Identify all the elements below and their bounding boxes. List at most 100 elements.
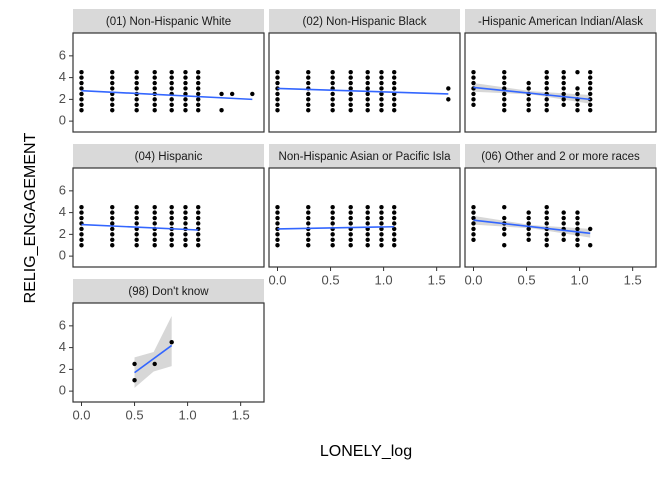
point <box>348 80 353 86</box>
point <box>392 237 397 243</box>
point <box>575 226 580 232</box>
point <box>526 80 531 86</box>
point <box>365 221 370 226</box>
point <box>348 232 353 237</box>
point <box>471 102 476 108</box>
point <box>183 86 188 91</box>
point <box>306 210 311 215</box>
point <box>152 361 157 367</box>
point <box>502 204 507 210</box>
point <box>183 80 188 86</box>
point <box>392 102 397 108</box>
point <box>183 108 188 113</box>
point <box>365 215 370 221</box>
point <box>275 204 280 210</box>
point <box>471 80 476 86</box>
panel-marks <box>471 204 593 248</box>
point <box>379 80 384 86</box>
point <box>134 102 139 108</box>
point <box>196 243 201 248</box>
point <box>306 204 311 210</box>
point <box>575 86 580 91</box>
y-tick-label: 4 <box>59 339 66 354</box>
panel-marks <box>275 204 397 248</box>
point <box>392 108 397 113</box>
panel-marks <box>275 69 451 113</box>
point <box>330 80 335 86</box>
point <box>365 75 370 80</box>
strip <box>465 144 656 168</box>
point <box>365 204 370 210</box>
point <box>79 243 84 248</box>
point <box>379 232 384 237</box>
point <box>392 210 397 215</box>
point <box>134 243 139 248</box>
panel <box>72 32 265 133</box>
y-axis-title: RELIG_ENGAGEMENT <box>22 132 39 303</box>
point <box>561 69 566 75</box>
x-tick-label: 1.0 <box>179 407 197 422</box>
point <box>183 210 188 215</box>
strip-label: (06) Other and 2 or more races <box>481 151 640 163</box>
y-tick-label: 6 <box>59 182 66 197</box>
point <box>526 232 531 237</box>
point <box>575 221 580 226</box>
point <box>110 75 115 80</box>
point <box>152 204 157 210</box>
point <box>306 97 311 102</box>
point <box>365 86 370 91</box>
panel <box>464 32 657 133</box>
point <box>134 108 139 113</box>
point <box>275 80 280 86</box>
point <box>183 102 188 108</box>
confidence-band <box>134 316 172 388</box>
point <box>544 69 549 75</box>
point <box>330 91 335 97</box>
point <box>250 91 255 97</box>
point <box>588 80 593 86</box>
point <box>544 232 549 237</box>
point <box>544 204 549 210</box>
fit-line <box>81 223 199 231</box>
point <box>152 210 157 215</box>
y-tick-label: 4 <box>59 69 66 84</box>
point <box>196 80 201 86</box>
point <box>196 210 201 215</box>
point <box>306 215 311 221</box>
point <box>544 237 549 243</box>
point <box>471 91 476 97</box>
point <box>544 221 549 226</box>
point <box>588 226 593 232</box>
point <box>575 243 580 248</box>
point <box>134 69 139 75</box>
point <box>348 108 353 113</box>
point <box>446 86 451 91</box>
point <box>379 75 384 80</box>
point <box>544 97 549 102</box>
point <box>183 97 188 102</box>
point <box>134 221 139 226</box>
point <box>348 204 353 210</box>
point <box>306 221 311 226</box>
point <box>169 232 174 237</box>
point <box>132 378 137 383</box>
point <box>561 75 566 80</box>
point <box>575 69 580 75</box>
point <box>79 204 84 210</box>
x-tick-label: 0.0 <box>268 272 286 287</box>
point <box>471 75 476 80</box>
point <box>588 91 593 97</box>
point <box>330 221 335 226</box>
point <box>306 102 311 108</box>
x-tick-label: 1.5 <box>232 407 250 422</box>
point <box>544 210 549 215</box>
x-tick-label: 1.5 <box>428 272 446 287</box>
point <box>526 215 531 221</box>
point <box>471 237 476 243</box>
point <box>196 69 201 75</box>
point <box>502 86 507 91</box>
point <box>79 69 84 75</box>
point <box>561 221 566 226</box>
point <box>196 86 201 91</box>
x-tick-label: 1.5 <box>624 272 642 287</box>
